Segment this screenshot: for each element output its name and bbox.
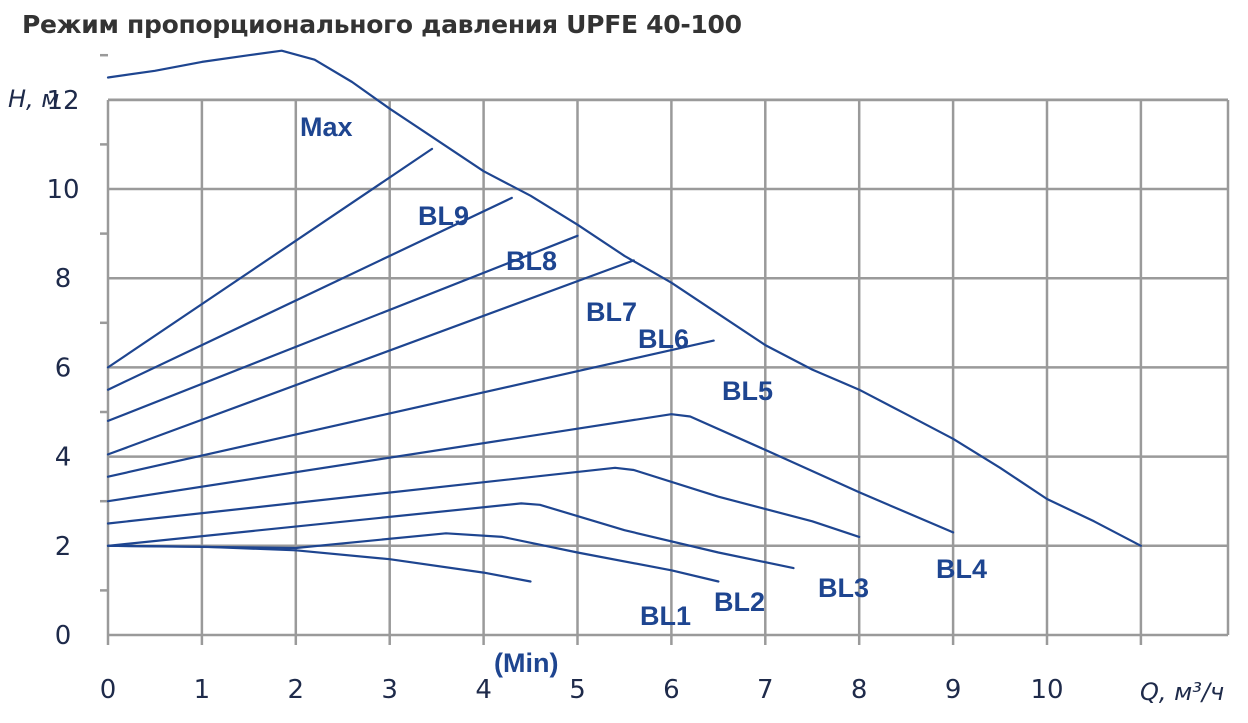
curve-label-max: Max [300, 112, 353, 142]
y-tick-label: 10 [46, 175, 79, 205]
y-tick-label: 2 [55, 532, 72, 562]
x-tick-label: 2 [288, 675, 305, 705]
curve-max [106, 49, 1143, 547]
curve-label-bl3: BL3 [818, 573, 869, 603]
curve-label-bl1: BL1 [640, 601, 691, 631]
curve-bl9 [106, 147, 434, 369]
y-tick-label: 0 [55, 621, 72, 651]
curve-label-bl6: BL6 [638, 324, 689, 354]
y-tick-label: 4 [55, 443, 72, 473]
curve-bl7 [106, 234, 579, 422]
curves [106, 49, 1143, 583]
x-tick-label: 10 [1030, 675, 1063, 705]
curve-label-bl8: BL8 [506, 246, 557, 276]
grid [100, 53, 1230, 645]
curve-bl6 [106, 259, 635, 456]
curve-bl8 [106, 196, 513, 391]
curve-min [106, 544, 532, 583]
x-tick-label: 9 [945, 675, 962, 705]
curve-bl2 [106, 502, 795, 570]
curve-bl1 [106, 532, 720, 583]
x-tick-label: 3 [381, 675, 398, 705]
curve-label-bl5: BL5 [722, 376, 773, 406]
y-tick-label: 8 [55, 264, 72, 294]
x-tick-label: 6 [663, 675, 680, 705]
curve-label-bl9: BL9 [418, 201, 469, 231]
chart-title: Режим пропорционального давления UPFE 40… [22, 10, 742, 39]
curve-bl4 [106, 413, 955, 534]
curve-bl3 [106, 466, 861, 539]
y-tick-label: 12 [46, 86, 79, 116]
x-axis-label: Q, м³/ч [1140, 678, 1224, 706]
y-tick-label: 6 [55, 353, 72, 383]
curve-label-bl7: BL7 [586, 297, 637, 327]
curve-label-bl2: BL2 [714, 587, 765, 617]
x-tick-label: 7 [757, 675, 774, 705]
y-axis-label: H, м [8, 85, 59, 113]
x-tick-label: 5 [569, 675, 586, 705]
curve-label-bl4: BL4 [936, 554, 987, 584]
curve-bl5 [106, 339, 715, 478]
x-tick-label: 0 [100, 675, 117, 705]
x-tick-label: 4 [475, 675, 492, 705]
x-tick-label: 1 [194, 675, 211, 705]
curve-label-min: (Min) [494, 648, 558, 678]
x-tick-label: 8 [851, 675, 868, 705]
